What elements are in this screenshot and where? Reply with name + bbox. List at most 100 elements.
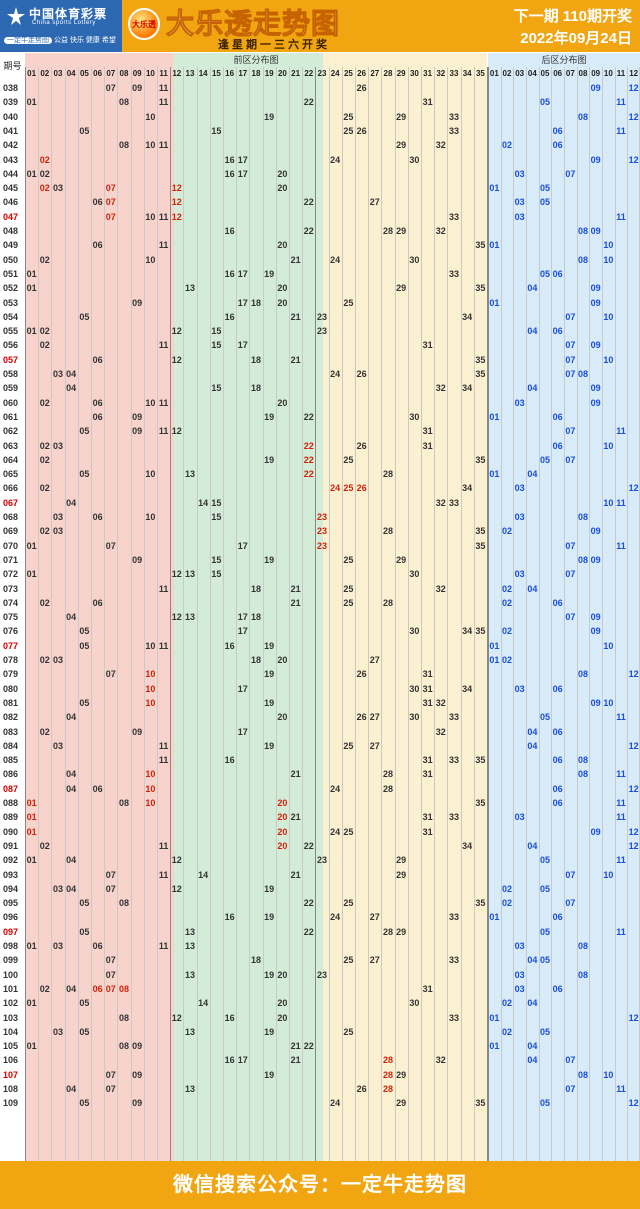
back-ball: 09 (590, 297, 601, 308)
issue-number: 063 (3, 440, 19, 451)
front-ball: 19 (264, 554, 275, 565)
back-ball: 07 (565, 1055, 576, 1066)
front-ball: 32 (435, 497, 446, 508)
back-ball: 04 (527, 326, 538, 337)
grid-line (576, 67, 578, 1161)
front-ball: 18 (250, 612, 261, 623)
front-col-header: 21 (291, 69, 301, 78)
front-ball: 10 (145, 669, 156, 680)
front-ball: 27 (369, 197, 380, 208)
grid-line (183, 67, 185, 1161)
front-ball: 02 (39, 340, 50, 351)
front-col-header: 18 (251, 69, 261, 78)
back-ball: 10 (603, 697, 614, 708)
issue-number: 094 (3, 883, 19, 894)
front-ball: 10 (145, 211, 156, 222)
back-ball: 03 (514, 983, 525, 994)
back-ball: 02 (501, 655, 512, 665)
front-ball: 31 (422, 983, 433, 994)
back-ball: 07 (565, 369, 576, 379)
front-ball: 34 (462, 840, 473, 851)
front-ball: 13 (184, 283, 195, 294)
front-ball: 16 (224, 640, 235, 651)
back-ball: 04 (527, 740, 538, 751)
back-col-header: 04 (527, 69, 537, 78)
issue-number: 072 (3, 569, 19, 580)
front-ball: 34 (462, 626, 473, 637)
front-ball: 35 (475, 755, 486, 766)
front-ball: 25 (343, 740, 354, 751)
front-ball: 28 (382, 526, 393, 537)
back-ball: 07 (565, 898, 576, 909)
issue-number: 060 (3, 397, 19, 408)
back-ball: 03 (514, 483, 525, 494)
back-ball: 07 (565, 311, 576, 322)
back-ball: 06 (552, 326, 563, 337)
front-ball: 02 (39, 168, 50, 179)
issue-number: 048 (3, 226, 19, 236)
back-ball: 11 (616, 798, 626, 808)
front-ball: 04 (66, 769, 77, 780)
front-ball: 02 (39, 154, 50, 165)
front-ball: 15 (211, 383, 222, 394)
front-ball: 12 (171, 855, 182, 866)
front-ball: 12 (171, 183, 182, 194)
front-ball: 08 (118, 140, 129, 151)
front-ball: 15 (211, 569, 222, 580)
back-ball: 05 (539, 955, 550, 966)
front-zone-label: 前区分布图 (233, 55, 279, 65)
front-ball: 16 (224, 755, 235, 766)
front-ball: 20 (277, 397, 288, 408)
brand-en: China sports Lottery (32, 20, 96, 26)
front-ball: 33 (448, 955, 459, 966)
front-ball: 13 (184, 926, 195, 937)
back-ball: 07 (565, 168, 576, 179)
front-ball: 34 (462, 483, 473, 494)
back-ball: 02 (501, 626, 512, 637)
issue-number: 088 (3, 798, 19, 808)
back-ball: 02 (501, 526, 512, 537)
back-col-header: 06 (553, 69, 563, 78)
front-ball: 08 (118, 1012, 129, 1023)
grid-line (551, 67, 553, 1161)
grid-line (38, 67, 40, 1161)
front-ball: 02 (39, 254, 50, 265)
issue-number: 070 (3, 540, 19, 551)
front-ball: 30 (409, 626, 420, 637)
back-ball: 11 (616, 125, 626, 136)
grid-line (143, 67, 145, 1161)
issue-number: 045 (3, 183, 19, 194)
front-ball: 17 (237, 683, 248, 694)
front-ball: 33 (448, 812, 459, 823)
front-ball: 30 (409, 712, 420, 723)
front-ball: 35 (475, 454, 486, 465)
issue-number: 106 (3, 1055, 19, 1066)
front-ball: 10 (145, 783, 156, 794)
front-ball: 22 (303, 411, 314, 422)
front-ball: 19 (264, 1026, 275, 1037)
front-ball: 05 (79, 426, 90, 437)
front-ball: 10 (145, 769, 156, 780)
back-ball: 01 (489, 640, 500, 651)
front-col-header: 22 (304, 69, 314, 78)
front-ball: 04 (66, 1084, 77, 1094)
brand-cn: 中国体育彩票 (29, 7, 108, 21)
front-ball: 25 (343, 597, 354, 608)
issue-number: 050 (3, 254, 19, 265)
front-ball: 33 (448, 497, 459, 508)
issue-number: 074 (3, 597, 19, 608)
front-ball: 25 (343, 454, 354, 465)
front-ball: 22 (303, 469, 314, 480)
front-ball: 02 (39, 526, 50, 537)
back-ball: 03 (514, 168, 525, 179)
front-ball: 12 (171, 612, 182, 623)
back-ball: 09 (590, 397, 601, 408)
front-ball: 11 (158, 941, 169, 951)
front-ball: 16 (224, 912, 235, 923)
issue-number: 051 (3, 268, 19, 279)
back-ball: 12 (628, 783, 639, 794)
grid-line (500, 67, 502, 1161)
front-ball: 06 (92, 354, 103, 365)
front-ball: 34 (462, 683, 473, 694)
front-ball: 10 (145, 640, 156, 651)
